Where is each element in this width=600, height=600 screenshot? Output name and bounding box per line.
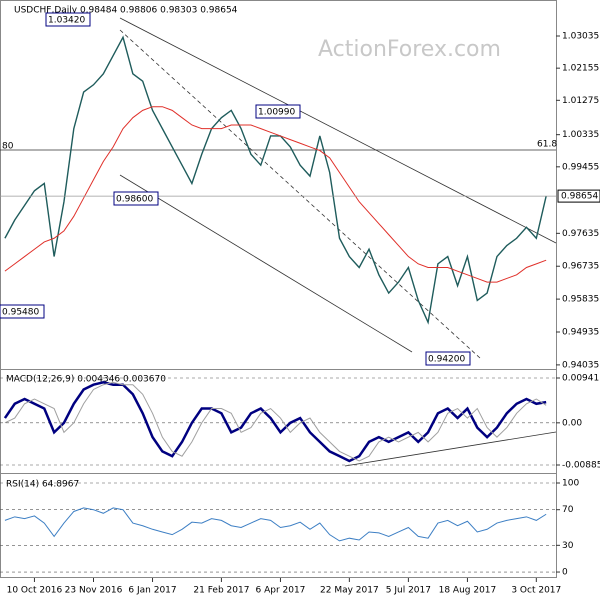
y-tick-label: 1.01275 (562, 96, 599, 106)
annotation: 0.98600 (116, 195, 153, 205)
y-tick-label: 0.00 (562, 418, 582, 428)
annotation-box (45, 12, 91, 27)
y-tick-label: 0.94035 (562, 360, 599, 370)
series-line (4, 381, 547, 462)
annotation: 0.94200 (428, 355, 465, 365)
channel-line (119, 17, 557, 244)
current-price-box (557, 189, 600, 203)
x-tick-label: 21 Feb 2017 (193, 586, 249, 596)
x-tick-label: 10 Oct 2016 (7, 586, 63, 596)
macd-trend-line (344, 431, 557, 467)
annotation: 0.95480 (2, 308, 39, 318)
y-tick-label: 0 (562, 568, 568, 578)
annotation-box (113, 191, 159, 206)
annotation: 1.03420 (48, 16, 85, 26)
y-tick-label: -0.008852 (562, 461, 600, 471)
x-tick-label: 3 Oct 2017 (511, 586, 561, 596)
x-tick-label: 18 Aug 2017 (439, 586, 497, 596)
y-tick-label: 0.95835 (562, 295, 599, 305)
x-tick-label: 6 Apr 2017 (255, 586, 305, 596)
channel-line (119, 174, 413, 353)
x-tick-label: 6 Jan 2017 (128, 586, 176, 596)
annotation: 61.8 (537, 140, 557, 150)
watermark: ActionForex.com (318, 37, 501, 62)
series-line (4, 106, 547, 283)
y-tick-label: 1.02155 (562, 64, 599, 74)
y-tick-label: 0.96735 (562, 262, 599, 272)
y-tick-label: 100 (562, 478, 579, 488)
y-tick-label: 0.97635 (562, 229, 599, 239)
annotation: 80 (2, 142, 14, 152)
y-tick-label: 0.99455 (562, 162, 599, 172)
series-line (3, 381, 547, 463)
x-tick-label: 5 Jul 2017 (386, 586, 431, 596)
annotation-box (0, 304, 45, 319)
y-tick-label: 70 (562, 505, 574, 515)
y-tick-label: 30 (562, 541, 574, 551)
chart-title: USDCHF,Daily 0.98484 0.98806 0.98303 0.9… (14, 6, 238, 16)
x-tick-label: 23 Nov 2016 (65, 586, 123, 596)
y-tick-label: 1.00335 (562, 130, 599, 140)
annotation: 1.00990 (258, 108, 295, 118)
current-price-label: 0.98654 (561, 192, 598, 202)
frame (0, 0, 557, 578)
rsi-title: RSI(14) 64.8967 (6, 480, 79, 490)
annotation-box (255, 104, 301, 119)
x-tick-label: 22 May 2017 (320, 586, 379, 596)
y-tick-label: 0.009411 (562, 373, 600, 383)
y-tick-label: 1.03035 (562, 31, 599, 41)
macd-title: MACD(12,26,9) 0.004346 0.003670 (6, 375, 166, 385)
y-tick-label: 0.94935 (562, 328, 599, 338)
series-line (4, 507, 547, 542)
series-line (4, 35, 547, 325)
annotation-box (425, 351, 471, 366)
